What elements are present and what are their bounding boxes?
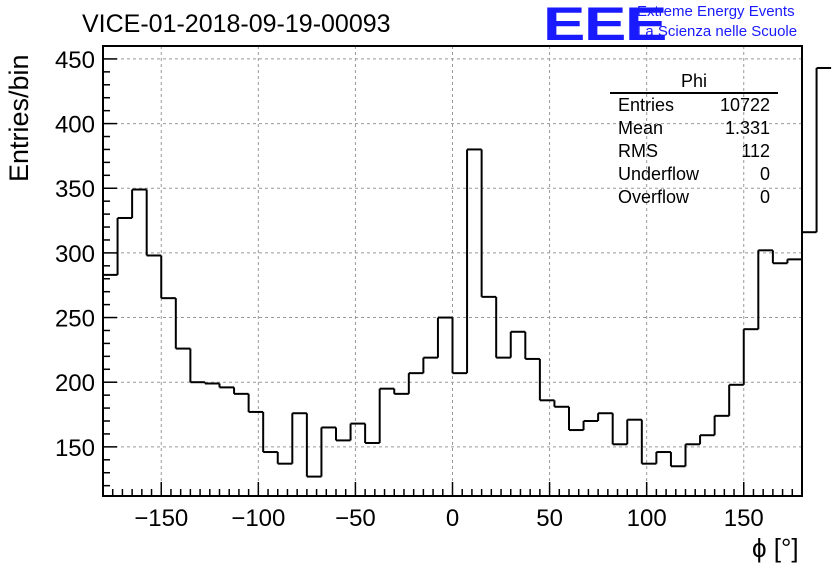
y-tick-label: 300	[55, 241, 95, 268]
x-axis-label: ϕ [°]	[752, 533, 799, 563]
y-tick-label: 150	[55, 435, 95, 462]
stats-row-mean: Mean 1.331	[610, 117, 778, 140]
grid-lines	[103, 46, 802, 496]
stats-row-underflow: Underflow 0	[610, 163, 778, 186]
x-tick-label: 0	[446, 505, 459, 532]
y-tick-label: 350	[55, 176, 95, 203]
stats-row-overflow: Overflow 0	[610, 186, 778, 209]
stats-row-rms: RMS 112	[610, 140, 778, 163]
x-axis-ticks: −150 −100 −50 0 50 100 150	[111, 482, 794, 532]
stats-row-entries: Entries 10722	[610, 94, 778, 117]
stats-value: 10722	[719, 95, 770, 115]
x-tick-label: −50	[335, 505, 376, 532]
y-tick-label: 400	[55, 112, 95, 139]
y-axis-label: Entries/bin	[4, 54, 34, 182]
x-tick-label: 100	[627, 505, 667, 532]
stats-value: 1.331	[724, 118, 770, 138]
x-tick-label: 150	[724, 505, 764, 532]
y-axis-ticks: 150 200 250 300 350 400 450	[55, 47, 117, 487]
histogram-series	[103, 66, 832, 478]
stats-label: Underflow	[618, 164, 700, 184]
logo-line-2: La Scienza nelle Scuole	[637, 23, 798, 40]
x-tick-label: 50	[536, 505, 563, 532]
stats-label: Entries	[618, 95, 675, 115]
eee-logo-mark: EEE	[543, 0, 667, 50]
y-tick-label: 200	[55, 370, 95, 397]
x-tick-label: −150	[134, 505, 188, 532]
y-tick-label: 450	[55, 47, 95, 74]
stats-box: Phi Entries 10722 Mean 1.331 RMS 112 Und…	[610, 70, 778, 209]
stats-label: Overflow	[618, 187, 690, 207]
stats-value: 0	[759, 164, 770, 184]
stats-label: RMS	[618, 141, 658, 161]
stats-value: 0	[759, 187, 770, 207]
chart-title: VICE-01-2018-09-19-00093	[82, 10, 391, 38]
eee-logo-text: Extreme Energy Events La Scienza nelle S…	[637, 2, 797, 42]
stats-title: Phi	[610, 70, 778, 94]
x-tick-label: −100	[231, 505, 285, 532]
stats-value: 112	[741, 141, 770, 161]
y-tick-label: 250	[55, 306, 95, 333]
logo-line-1: Extreme Energy Events	[637, 3, 795, 20]
stats-label: Mean	[618, 118, 664, 138]
